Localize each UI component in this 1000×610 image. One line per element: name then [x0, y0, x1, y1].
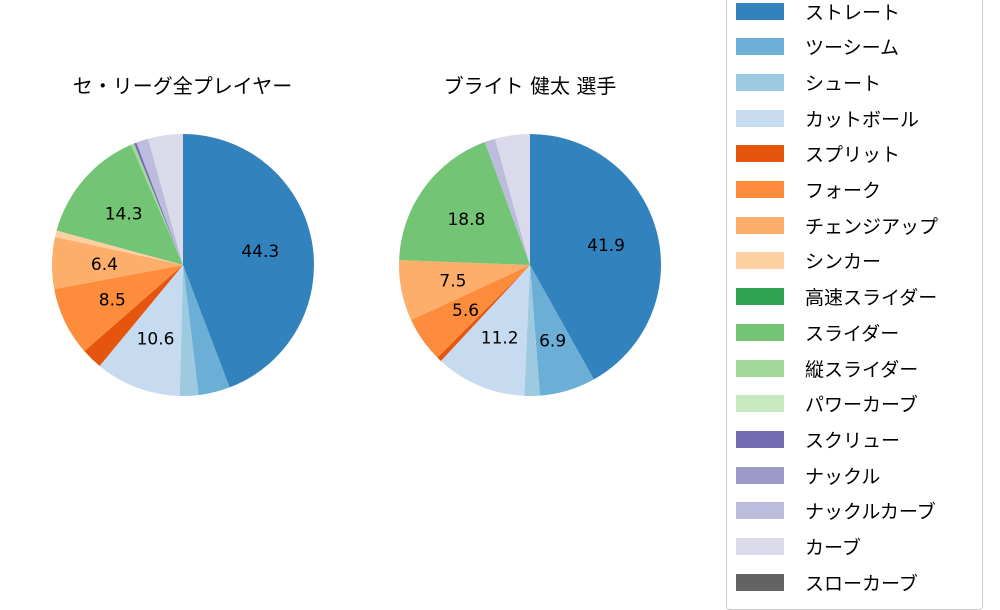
legend-label: 縦スライダー [805, 358, 919, 381]
legend-item: パワーカーブ [736, 392, 918, 416]
pie-slice [399, 260, 530, 321]
legend-label: シュート [805, 72, 882, 95]
legend-label: ストレート [805, 1, 901, 24]
legend-label: カットボール [805, 108, 920, 131]
pie-slice [484, 138, 530, 265]
legend-swatch-icon [736, 359, 784, 377]
legend-item: ツーシーム [736, 35, 899, 59]
pie-slice [99, 265, 183, 396]
pie-slice [55, 230, 183, 265]
legend-item: シュート [736, 70, 882, 95]
pie-slice [134, 142, 183, 265]
pie-slice [131, 143, 183, 265]
legend-swatch-icon [736, 538, 784, 555]
legend-swatch-icon [736, 288, 784, 306]
slice-value-label: 41.9 [587, 236, 625, 256]
legend-label: パワーカーブ [805, 394, 918, 417]
pie-slice [524, 265, 540, 396]
legend-label: フォーク [805, 180, 882, 202]
slice-value-label: 7.5 [439, 271, 466, 291]
legend-swatch-icon [736, 323, 784, 341]
slice-value-label: 11.2 [481, 329, 519, 349]
right-pie-title: ブライト 健太 選手 [443, 74, 617, 98]
legend-label: ナックル [805, 465, 881, 488]
legend-swatch-icon [736, 466, 784, 484]
legend-swatch-icon [736, 2, 784, 20]
legend-label: カーブ [805, 537, 861, 559]
pie-slice [148, 134, 183, 265]
legend-swatch-icon [736, 109, 784, 127]
slice-value-label: 8.5 [99, 290, 126, 310]
legend-label: ナックルカーブ [805, 501, 936, 524]
legend-label: スライダー [805, 322, 900, 345]
legend-label: スプリット [805, 144, 901, 167]
legend-item: 高速スライダー [736, 285, 937, 309]
pie-slice [495, 134, 530, 265]
pie-slice [84, 265, 183, 367]
slice-value-label: 18.8 [447, 210, 485, 230]
player-pie-chart: 41.9 6.9 11.25.6 7.5 18.8 [399, 134, 661, 396]
legend-item: スプリット [736, 142, 900, 166]
league-pie-chart: 44.3 10.6 8.5 6.4 14.3 [51, 134, 314, 396]
pie-slice [136, 138, 183, 265]
pie-slice [183, 134, 314, 388]
left-pie-title: セ・リーグ全プレイヤー [72, 74, 293, 98]
legend-swatch-icon [736, 38, 784, 56]
pie-slice [530, 265, 594, 396]
pie-slice [440, 265, 530, 396]
pie-slice [411, 265, 530, 358]
slice-value-label: 6.4 [91, 255, 118, 275]
legend-item: ナックルカーブ [736, 499, 936, 523]
legend-swatch-icon [736, 181, 784, 198]
slice-value-label: 5.6 [452, 301, 479, 321]
legend-swatch-icon [736, 502, 784, 520]
pie-slice [51, 236, 183, 290]
legend-swatch-icon [736, 73, 784, 91]
legend-swatch-icon [736, 145, 784, 163]
legend-label: スクリュー [805, 429, 901, 452]
legend-swatch-icon [736, 430, 784, 448]
pie-slice [437, 265, 530, 362]
legend-label: チェンジアップ [805, 215, 939, 238]
legend-item: 縦スライダー [736, 356, 919, 381]
legend-label: 高速スライダー [805, 287, 938, 310]
legend-swatch-icon [736, 573, 784, 591]
pie-slice [179, 265, 199, 396]
legend-swatch-icon [736, 252, 784, 270]
legend-item: カットボール [736, 106, 920, 131]
legend-label: シンカー [805, 251, 882, 274]
legend-label: ツーシーム [805, 37, 900, 60]
legend-item: カーブ [736, 535, 861, 559]
legend-item: ストレート [736, 0, 901, 24]
legend-swatch-icon [736, 395, 784, 413]
legend-label: スローカーブ [805, 572, 918, 595]
legend-item: チェンジアップ [736, 213, 939, 238]
slice-value-label: 44.3 [241, 242, 279, 262]
pie-slice [399, 142, 530, 265]
legend-item: スライダー [736, 320, 900, 345]
slice-value-label: 6.9 [539, 331, 566, 351]
slice-value-label: 10.6 [137, 330, 175, 350]
pie-slice [56, 144, 183, 265]
legend-item: シンカー [736, 249, 881, 273]
legend-item: ナックル [736, 463, 881, 488]
legend-item: スローカーブ [736, 570, 918, 595]
legend-swatch-icon [736, 216, 784, 234]
slice-value-label: 14.3 [105, 204, 143, 224]
pie-slice [54, 265, 183, 352]
legend: ストレートツーシームシュートカットボール スプリットフォークチェンジアップ シンカー… [726, 0, 983, 610]
legend-item: スクリュー [736, 427, 901, 452]
legend-item: フォーク [736, 178, 881, 202]
pie-slice [183, 265, 230, 396]
pie-slice [530, 134, 661, 380]
